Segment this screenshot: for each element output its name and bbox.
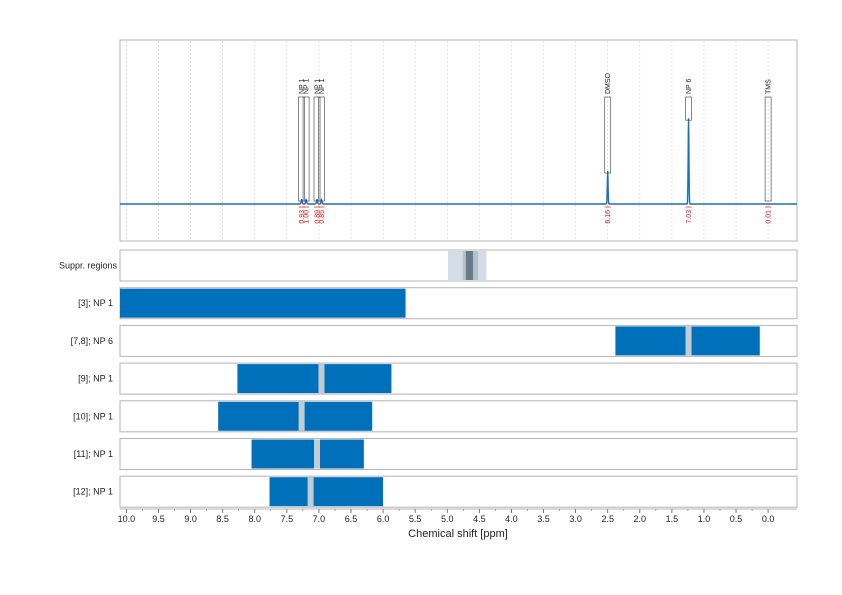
x-axis-title: Chemical shift [ppm] (408, 528, 508, 540)
range-row-frame (119, 362, 798, 395)
range-bar-marker (298, 401, 305, 431)
peak-label: NP 1 (299, 78, 306, 94)
x-tick-label: 5.0 (441, 514, 454, 524)
x-tick-label: 6.0 (377, 514, 390, 524)
range-bar-marker (685, 326, 692, 356)
peak-label-box (302, 96, 310, 202)
peak-label: NP 6 (686, 78, 693, 94)
x-tick-label: 2.0 (634, 514, 647, 524)
x-tick-label: 0.0 (762, 514, 775, 524)
range-bar (120, 288, 406, 318)
integral-label: 0.89 (315, 210, 322, 224)
integral-label: 0.85 (319, 210, 326, 224)
suppr-row-label: Suppr. regions (59, 261, 118, 271)
x-tick-label: 1.5 (666, 514, 679, 524)
range-row-label: [9]; NP 1 (78, 374, 113, 384)
x-tick-label: 10.0 (118, 514, 136, 524)
peak-label: NP 1 (315, 78, 322, 94)
range-rows: Suppr. regions [3]; NP 1 [7,8]; NP 6 [9]; N… (59, 249, 798, 508)
peak-label: NP 1 (304, 78, 311, 94)
peak-label-box (685, 96, 692, 121)
integral-label: 6.16 (605, 210, 612, 224)
spectrum-panel-frame (119, 39, 798, 242)
x-tick-label: 4.0 (505, 514, 518, 524)
integral-label: 7.03 (686, 210, 693, 224)
x-tick-label: 4.5 (473, 514, 486, 524)
spectrum-panel: NP 1 0.93 NP 1 1.00 NP 1 0.89 NP 1 0.85 DMSO 6.16… (120, 72, 797, 224)
range-row-label: [7,8]; NP 6 (71, 336, 113, 346)
range-bar (218, 401, 373, 431)
spectrum-line (120, 118, 797, 205)
grid-lines (126, 41, 769, 240)
range-bar-marker (314, 439, 321, 469)
x-tick-label: 7.0 (313, 514, 326, 524)
x-tick-label: 3.0 (569, 514, 582, 524)
x-tick-label: 3.5 (537, 514, 550, 524)
peak-label-box (313, 96, 321, 202)
peak-label: TMS (766, 79, 773, 94)
x-axis: 10.0 9.5 9.0 8.5 8.0 7.5 7.0 6.5 6.0 5.5 5.0 4.5 4.0… (118, 508, 797, 524)
integral-label: 0.01 (766, 210, 773, 224)
x-tick-label: 5.5 (409, 514, 422, 524)
peak-label-box (318, 96, 325, 202)
range-row-label: [3]; NP 1 (78, 298, 113, 308)
range-bar (237, 364, 392, 394)
range-bar (251, 439, 364, 469)
range-row-label: [10]; NP 1 (73, 411, 113, 421)
x-tick-label: 1.0 (698, 514, 711, 524)
range-row-frame (119, 475, 798, 508)
range-bar (269, 477, 384, 507)
range-bar-marker (318, 364, 325, 394)
x-tick-label: 0.5 (730, 514, 743, 524)
range-row-frame (119, 438, 798, 470)
x-tick-label: 8.0 (249, 514, 262, 524)
integral-label: 0.93 (299, 210, 306, 224)
range-row-label: [11]; NP 1 (74, 449, 113, 459)
x-tick-label: 2.5 (601, 514, 614, 524)
suppr-band-dark (465, 251, 473, 280)
peak-label-box (764, 96, 772, 202)
peak-label-box (604, 96, 612, 174)
range-bar-marker (307, 477, 314, 507)
range-row-label: [12]; NP 1 (73, 487, 113, 497)
x-tick-label: 9.0 (184, 514, 197, 524)
peak-label-box (298, 96, 305, 202)
x-tick-label: 6.5 (345, 514, 358, 524)
x-tick-label: 7.5 (281, 514, 294, 524)
peak-label: NP 1 (319, 78, 326, 94)
x-tick-label: 9.5 (152, 514, 165, 524)
integral-label: 1.00 (304, 210, 311, 224)
x-tick-label: 8.5 (216, 514, 229, 524)
peak-label: DMSO (605, 72, 612, 94)
